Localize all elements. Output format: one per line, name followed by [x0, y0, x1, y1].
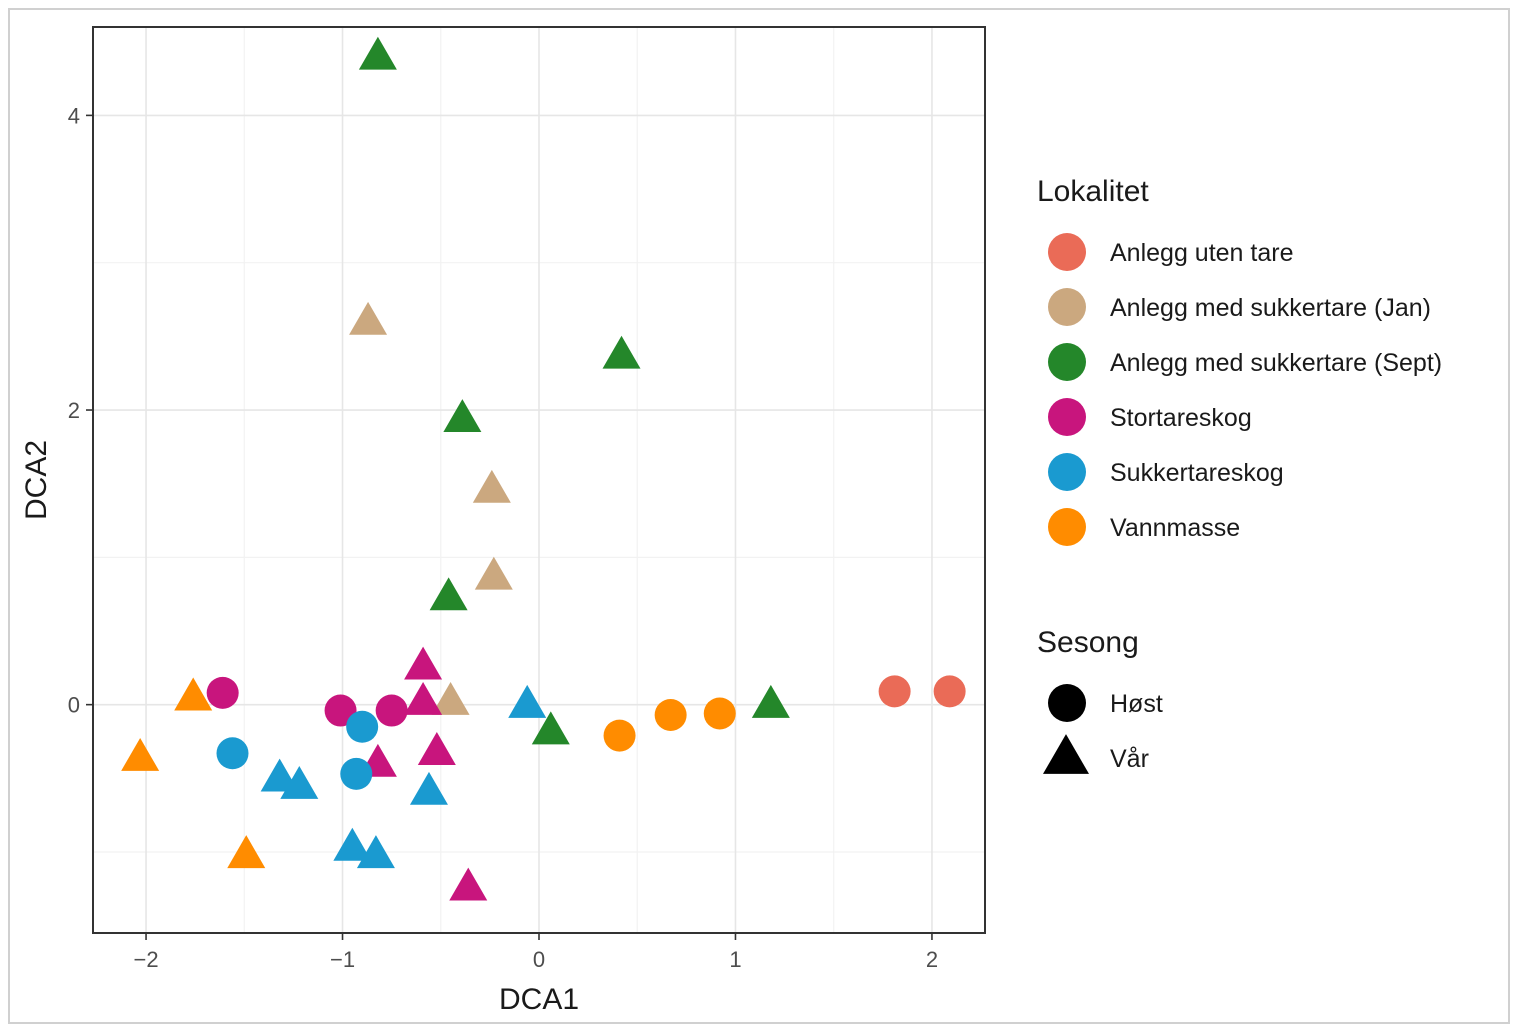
legend-shape-label: Høst	[1110, 690, 1163, 718]
data-point	[474, 556, 513, 590]
data-point	[333, 827, 372, 861]
data-point	[472, 469, 511, 503]
data-point	[174, 677, 213, 711]
legend-color-label: Anlegg med sukkertare (Jan)	[1110, 294, 1431, 322]
data-point	[449, 867, 488, 901]
data-point	[429, 577, 468, 611]
legend-color-key	[1048, 398, 1086, 436]
data-point	[356, 835, 395, 869]
data-point	[346, 710, 379, 743]
data-point	[409, 771, 448, 805]
legend-shape-label: Vår	[1110, 745, 1149, 773]
legend-color-key	[1048, 508, 1086, 546]
x-tick-label: −2	[134, 947, 159, 972]
data-point	[531, 711, 570, 745]
legend-color-label: Anlegg med sukkertare (Sept)	[1110, 349, 1442, 377]
legend-color-key	[1048, 453, 1086, 491]
legend-lokalitet-title: Lokalitet	[1037, 175, 1149, 208]
legend-sesong-title: Sesong	[1037, 626, 1139, 659]
data-point	[358, 36, 397, 70]
data-point	[603, 719, 636, 752]
legend-color-label: Vannmasse	[1110, 514, 1240, 542]
data-points	[121, 36, 966, 901]
legend-color-label: Stortareskog	[1110, 404, 1252, 432]
y-tick-label: 2	[68, 398, 80, 423]
data-point	[933, 675, 966, 708]
data-point	[602, 335, 641, 369]
x-tick-label: 0	[533, 947, 545, 972]
data-point	[654, 698, 687, 731]
data-point	[404, 646, 443, 680]
data-point	[703, 697, 736, 730]
data-point	[443, 399, 482, 433]
x-tick-label: 1	[729, 947, 741, 972]
data-point	[878, 675, 911, 708]
x-tick-label: 2	[926, 947, 938, 972]
legend-color-label: Sukkertareskog	[1110, 459, 1284, 487]
data-point	[751, 684, 790, 718]
axis-ticks: −2 −1 0 1 2 0 2 4	[68, 103, 938, 972]
data-point	[206, 676, 239, 709]
legend-sesong: Sesong Høst Vår	[1037, 626, 1163, 774]
legend-color-label: Anlegg uten tare	[1110, 239, 1293, 267]
legend-color-key	[1048, 288, 1086, 326]
data-point	[349, 301, 388, 335]
x-axis-title: DCA1	[499, 983, 579, 1016]
grid-lines	[93, 27, 985, 933]
data-point	[404, 681, 443, 715]
data-point	[280, 765, 319, 799]
x-tick-label: −1	[330, 947, 355, 972]
data-point	[340, 757, 373, 790]
legend-lokalitet: Lokalitet Anlegg uten tare Anlegg med suk…	[1037, 175, 1442, 546]
legend-color-key	[1048, 233, 1086, 271]
y-tick-label: 0	[68, 693, 80, 718]
data-point	[216, 737, 249, 770]
data-point	[121, 737, 160, 771]
legend-color-key	[1048, 343, 1086, 381]
data-point	[260, 758, 299, 792]
data-point	[375, 694, 408, 727]
y-axis-title: DCA2	[20, 440, 53, 520]
data-point	[508, 684, 547, 718]
legend-shape-key	[1043, 734, 1089, 774]
legend-shape-key	[1048, 684, 1086, 722]
data-point	[417, 732, 456, 765]
data-point	[431, 681, 470, 715]
y-tick-label: 4	[68, 103, 80, 128]
data-point	[227, 835, 266, 869]
